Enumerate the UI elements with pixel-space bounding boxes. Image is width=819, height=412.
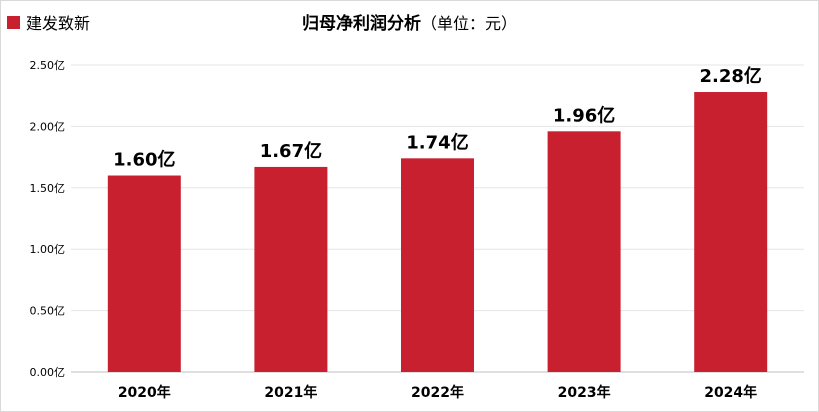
bar [694, 92, 768, 373]
data-label: 1.96亿 [553, 104, 615, 126]
y-tick-label: 1.00亿 [30, 243, 66, 256]
y-tick-label: 0.50亿 [30, 305, 66, 318]
chart-title-text: 归母净利润分析 [301, 14, 421, 34]
bar [254, 166, 328, 372]
legend-label: 建发致新 [26, 14, 91, 33]
y-tick-label: 0.00亿 [30, 366, 66, 379]
x-tick-label: 2024年 [704, 384, 757, 401]
data-label: 2.28亿 [699, 65, 761, 87]
bar [107, 175, 181, 372]
legend-swatch [7, 15, 20, 29]
y-tick-label: 1.50亿 [30, 182, 66, 195]
data-label: 1.74亿 [406, 131, 468, 153]
data-label: 1.67亿 [260, 140, 322, 162]
bar [547, 131, 621, 372]
chart-title: 归母净利润分析（单位：元） [1, 9, 818, 34]
chart-subtitle: （单位：元） [420, 14, 517, 33]
x-tick-label: 2020年 [118, 384, 171, 401]
x-tick-label: 2023年 [558, 384, 611, 401]
bar [401, 158, 474, 372]
x-tick-label: 2021年 [264, 384, 317, 401]
y-tick-label: 2.50亿 [30, 59, 66, 72]
y-tick-label: 2.00亿 [30, 120, 66, 133]
data-label: 1.60亿 [113, 149, 175, 171]
x-tick-label: 2022年 [411, 384, 464, 401]
legend: 建发致新 [7, 10, 90, 34]
